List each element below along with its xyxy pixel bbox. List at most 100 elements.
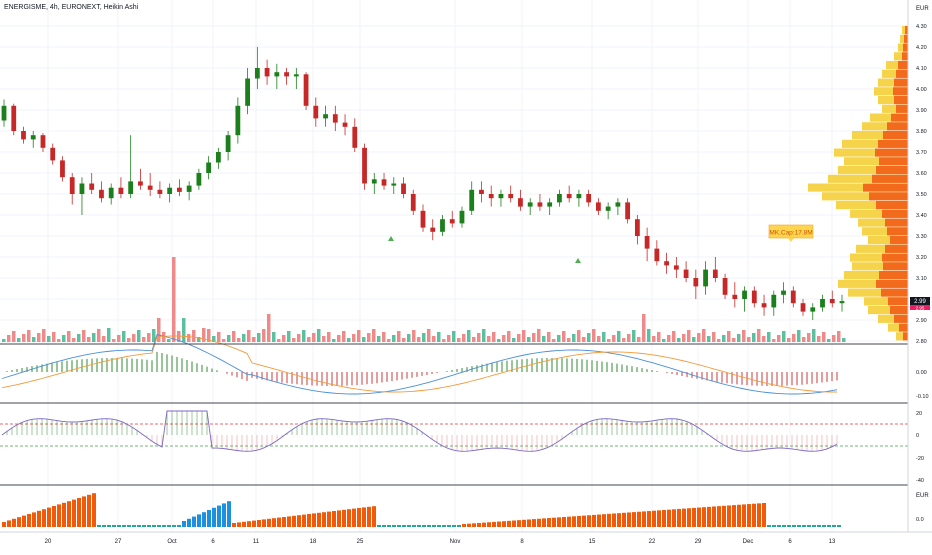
candle-body	[128, 181, 134, 194]
profile-row	[850, 253, 908, 262]
candle-body	[391, 183, 397, 186]
symbol-name[interactable]: ENERGISME	[4, 4, 47, 11]
bottom-hist-bar	[782, 525, 786, 527]
candle-body	[118, 187, 124, 194]
volume-bar	[467, 330, 471, 342]
candle-body	[518, 198, 523, 207]
bottom-hist-bar	[2, 522, 6, 527]
bottom-hist-bar	[592, 514, 596, 527]
bottom-hist-bar	[12, 518, 16, 527]
candle-body	[547, 202, 553, 207]
candle-body	[586, 194, 592, 203]
candle-body	[410, 194, 416, 211]
candle-body	[206, 162, 212, 173]
candle-body	[732, 294, 738, 299]
interval-label[interactable]: 4h	[49, 4, 58, 11]
candle-body	[742, 290, 747, 299]
candle-body	[138, 181, 143, 186]
bottom-hist-bar	[382, 525, 386, 527]
bottom-hist-bar	[47, 507, 51, 527]
candle-body	[79, 183, 85, 194]
profile-row	[868, 306, 908, 315]
profile-row-core	[899, 323, 908, 332]
bottom-hist-bar	[677, 508, 681, 527]
chart-style-label[interactable]: Heikin Ashi	[103, 4, 139, 11]
candle-body	[69, 177, 75, 194]
time-tick-label: 20	[45, 539, 52, 545]
volume-bar	[747, 337, 751, 342]
bottom-hist-bar	[722, 505, 726, 527]
price-tick-label: 3.80	[916, 129, 927, 135]
bottom-hist-bar	[207, 510, 211, 527]
bottom-hist-bar	[262, 519, 266, 527]
candle-body	[293, 74, 299, 77]
volume-bar	[617, 331, 621, 342]
bottom-hist-bar	[707, 506, 711, 527]
bottom-hist-bar	[27, 514, 31, 527]
profile-row-core	[885, 244, 908, 253]
profile-row	[838, 279, 908, 288]
bottom-hist-bar	[557, 517, 561, 527]
volume-bar	[502, 335, 506, 342]
volume-bar	[92, 333, 96, 342]
profile-row-core	[885, 218, 908, 227]
volume-bar	[592, 329, 596, 342]
volume-bar	[192, 330, 196, 342]
volume-bar	[72, 338, 76, 342]
price-tick-label: 4.00	[916, 87, 927, 93]
bottom-axis[interactable]: 0.0	[916, 517, 924, 523]
time-axis[interactable]: 20 27 Oct 6 11 18 25 Nov 8 15 22 29 Dec 6 13	[45, 539, 836, 545]
volume-bar	[52, 332, 56, 342]
bottom-hist-bar	[72, 499, 76, 527]
bottom-hist-bar	[807, 525, 811, 527]
volume-bar	[422, 333, 426, 342]
bottom-hist-bar	[117, 525, 121, 527]
volume-bar	[757, 329, 761, 342]
bottom-hist-bar	[637, 511, 641, 527]
bottom-hist-bar	[397, 525, 401, 527]
oscillator-axis[interactable]: 20 0 -20 -40	[916, 411, 924, 484]
macd-axis[interactable]: 0.00 -0.10	[916, 370, 929, 400]
candle-body	[313, 105, 319, 119]
candle-body	[615, 202, 621, 207]
candle-body	[673, 265, 679, 270]
volume-bar	[67, 331, 71, 342]
volume-bar	[812, 329, 816, 342]
profile-row-core	[882, 209, 908, 218]
bottom-hist-bar	[62, 502, 66, 527]
candle-body	[342, 122, 348, 127]
volume-bar	[157, 318, 161, 342]
volume-bar	[622, 338, 626, 342]
volume-bar	[322, 336, 326, 342]
candle-body	[89, 183, 95, 190]
main-pane[interactable]	[0, 0, 908, 343]
volume-bar	[142, 337, 146, 342]
bottom-hist-bar	[172, 525, 176, 527]
volume-bar	[152, 329, 156, 342]
volume-bar	[197, 337, 201, 342]
volume-bar	[107, 328, 111, 342]
volume-bar	[232, 331, 236, 342]
bottom-hist-bar	[482, 522, 486, 527]
bottom-hist-bar	[632, 512, 636, 527]
volume-bar	[82, 330, 86, 342]
volume-bar	[597, 336, 601, 342]
volume-bar	[612, 335, 616, 342]
volume-bar	[207, 329, 211, 342]
candle-body	[401, 183, 406, 194]
candle-body	[800, 303, 806, 312]
time-tick-label: 8	[520, 539, 524, 545]
candle-body	[625, 202, 631, 220]
bottom-hist-bar	[672, 509, 676, 527]
volume-bar	[842, 338, 846, 342]
price-axis[interactable]: 4.30 4.20 4.10 4.00 3.90 3.80 3.70 3.60 3.50 3.40…	[916, 24, 927, 345]
volume-bar	[652, 336, 656, 342]
market-cap-annotation[interactable]: MK.Cap:17.8M	[768, 224, 814, 242]
profile-row	[838, 166, 908, 175]
candle-body	[771, 294, 777, 308]
volume-bar	[547, 332, 551, 342]
volume-bar	[42, 329, 46, 342]
bottom-hist-bar	[827, 525, 831, 527]
volume-bar	[262, 329, 266, 342]
volume-bar	[382, 332, 386, 342]
